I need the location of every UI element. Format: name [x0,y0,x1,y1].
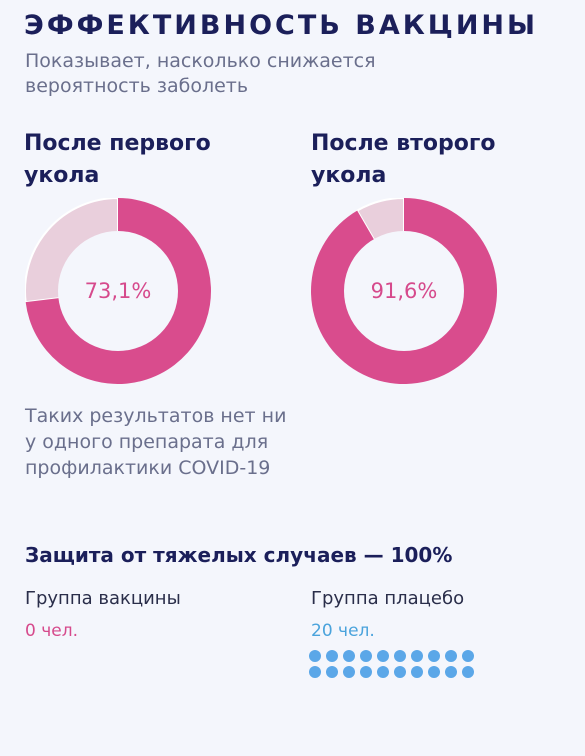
first-dose-donut-chart [25,198,211,384]
first-dose-donut-center [58,231,178,351]
placebo-case-dot [428,666,440,678]
placebo-case-dot [343,650,355,662]
placebo-case-dot [445,650,457,662]
first-dose-donut: 73,1% [25,198,211,384]
second-dose-filled-segment [311,198,497,384]
first-dose-percent: 73,1% [84,279,152,303]
placebo-case-dot [462,666,474,678]
placebo-case-dot [309,650,321,662]
placebo-case-dot [377,666,389,678]
vaccine-group-label: Группа вакцины [25,588,181,609]
efficacy-note: Таких результатов нет ни у одного препар… [25,405,287,479]
second-dose-donut-chart [311,198,497,384]
placebo-case-dot [462,650,474,662]
placebo-case-dot [326,650,338,662]
placebo-case-dot [343,666,355,678]
placebo-case-dot [445,666,457,678]
placebo-case-dot [326,666,338,678]
placebo-case-dot [428,650,440,662]
second-dose-donut-center [344,231,464,351]
placebo-group-count: 20 чел. [311,621,375,641]
placebo-cases-dots [309,650,484,678]
severe-protection-title: Защита от тяжелых случаев — 100% [25,543,453,567]
placebo-case-dot [377,650,389,662]
placebo-case-dot [360,666,372,678]
placebo-case-dot [394,666,406,678]
second-dose-percent: 91,6% [370,279,438,303]
page-subtitle: Показывает, насколько снижается вероятно… [25,50,376,97]
second-dose-title: После второго укола [311,131,496,188]
page-title: ЭФФЕКТИВНОСТЬ ВАКЦИНЫ [24,10,538,41]
second-dose-donut: 91,6% [311,198,497,384]
placebo-case-dot [394,650,406,662]
placebo-case-dot [411,666,423,678]
placebo-group-label: Группа плацебо [311,588,465,609]
vaccine-group-count: 0 чел. [25,621,78,641]
placebo-case-dot [411,650,423,662]
placebo-case-dot [360,650,372,662]
placebo-case-dot [309,666,321,678]
first-dose-title: После первого укола [24,131,211,188]
